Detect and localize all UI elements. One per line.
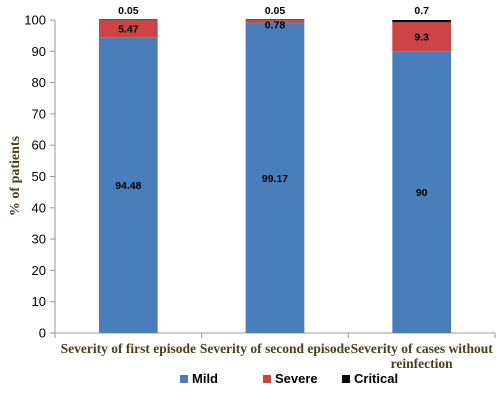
y-tick-label: 50 (32, 169, 46, 184)
bar-segment-critical (99, 19, 158, 21)
y-axis-title: % of patients (8, 135, 23, 216)
axes: 0 10 20 30 40 50 60 70 80 90 100 Severity of first … (24, 13, 496, 371)
x-category-label: Severity of first episode (61, 341, 196, 356)
x-category-label: Severity of second episode (200, 341, 350, 356)
data-label-critical: 0.05 (118, 5, 139, 17)
y-tick-label: 90 (32, 44, 46, 59)
data-label-severe: 5.47 (118, 24, 139, 36)
bar-segment-severe (392, 22, 451, 52)
y-tick-label: 60 (32, 138, 46, 153)
data-label-severe: 0.78 (265, 19, 286, 31)
legend: Mild Severe Critical (180, 371, 398, 386)
y-tick-label: 30 (32, 232, 46, 247)
legend-swatch-critical (342, 375, 350, 383)
y-tick-label: 40 (32, 200, 46, 215)
bar-segment-critical (245, 19, 305, 21)
data-label-mild: 90 (416, 187, 428, 199)
y-tick-label: 20 (32, 263, 46, 278)
bar-segment-mild (392, 51, 451, 334)
data-labels: 94.48 5.47 0.05 99.17 0.78 0.05 90 9.3 0.7 (115, 5, 429, 199)
y-tick-label: 0 (39, 326, 46, 341)
data-label-mild: 94.48 (115, 180, 141, 192)
legend-swatch-mild (180, 375, 188, 383)
data-label-severe: 9.3 (414, 32, 429, 44)
y-tick-label: 70 (32, 106, 46, 121)
x-category-label: Severity of cases without reinfection (351, 341, 494, 371)
bar-segment-severe (99, 20, 158, 38)
legend-label-severe: Severe (275, 371, 318, 386)
bars (99, 19, 451, 334)
y-tick-label: 100 (24, 13, 46, 28)
y-tick-label: 10 (32, 294, 46, 309)
data-label-critical: 0.7 (414, 5, 429, 17)
legend-label-critical: Critical (354, 371, 398, 386)
y-tick-label: 80 (32, 75, 46, 90)
bar-segment-severe (245, 20, 305, 23)
data-label-critical: 0.05 (265, 5, 286, 17)
bar-segment-critical (392, 20, 451, 23)
legend-label-mild: Mild (192, 371, 218, 386)
bar-segment-mild (99, 37, 158, 334)
data-label-mild: 99.17 (262, 173, 288, 185)
legend-swatch-severe (263, 375, 271, 383)
bar-segment-mild (245, 22, 305, 333)
